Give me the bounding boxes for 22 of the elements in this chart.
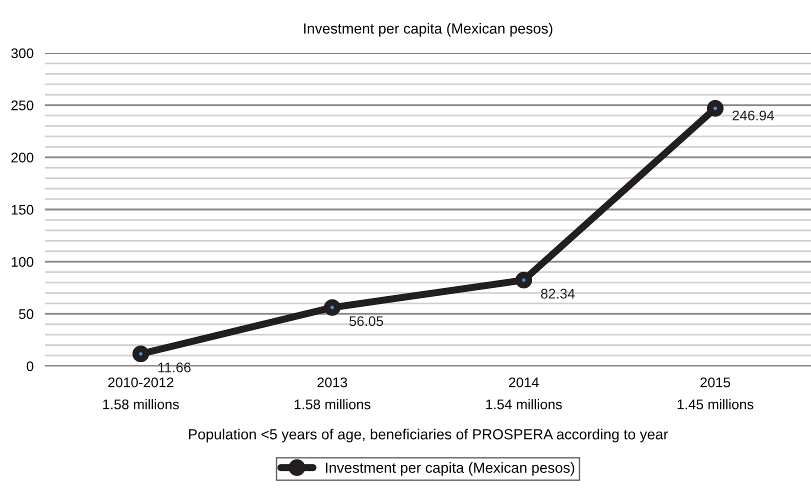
y-tick-label: 50 — [18, 309, 34, 320]
y-tick-label: 100 — [12, 257, 34, 267]
x-tick-label: 2015 1.45 millions — [678, 377, 754, 410]
x-tick-label: 2013 1.58 millions — [294, 377, 370, 410]
x-axis-title: Population <5 years of age, beneficiaries of PROSPERA according to year — [189, 428, 668, 442]
data-label: 56.05 — [349, 316, 384, 326]
data-label: 246.94 — [732, 110, 774, 120]
y-tick-label: 0 — [26, 361, 34, 372]
y-tick-label: 200 — [11, 152, 34, 163]
legend-label: Investment per capita (Mexican pesos) — [326, 462, 574, 476]
y-tick-label: 250 — [11, 100, 34, 110]
point — [324, 299, 341, 316]
x-tick-label: 2014 1.54 millions — [486, 377, 562, 410]
point — [515, 272, 532, 288]
point — [706, 100, 724, 117]
chart-title: Investment per capita (Mexican pesos) — [304, 22, 552, 37]
point — [132, 346, 150, 362]
x-tick-label: 2010-2012 1.58 millions — [103, 377, 179, 410]
data-label: 82.34 — [541, 288, 575, 299]
data-label: 11.66 — [158, 362, 191, 372]
y-tick-label: 150 — [12, 204, 34, 215]
y-tick-label: 300 — [11, 48, 34, 58]
